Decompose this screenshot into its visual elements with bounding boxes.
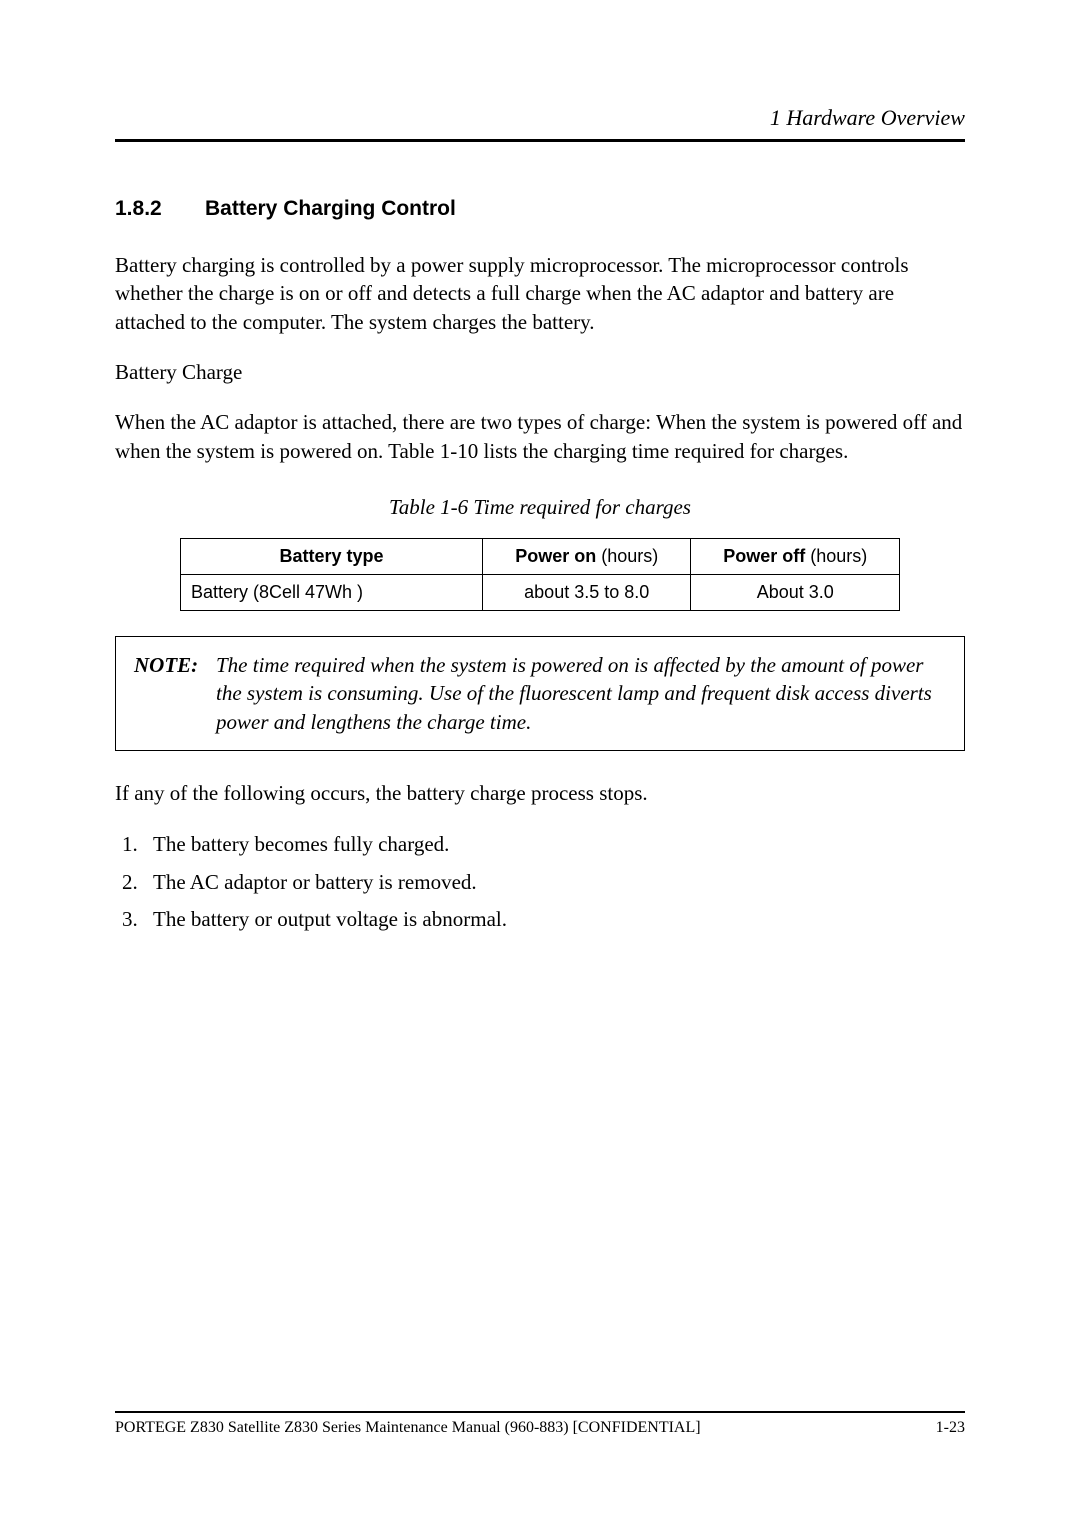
footer: PORTEGE Z830 Satellite Z830 Series Maint… (115, 1411, 965, 1437)
section-title: Battery Charging Control (205, 197, 456, 220)
stops-list: The battery becomes fully charged. The A… (115, 829, 965, 936)
running-head: 1 Hardware Overview (115, 105, 965, 131)
paragraph-charge-types: When the AC adaptor is attached, there a… (115, 408, 965, 465)
col-header-power-off-label: Power off (723, 546, 805, 566)
stops-intro: If any of the following occurs, the batt… (115, 779, 965, 807)
cell-battery-type: Battery (8Cell 47Wh ) (181, 575, 483, 611)
col-header-power-on-unit: (hours) (596, 546, 658, 566)
charge-table: Battery type Power on (hours) Power off … (180, 538, 900, 611)
table-row: Battery (8Cell 47Wh ) about 3.5 to 8.0 A… (181, 575, 900, 611)
section-number: 1.8.2 (115, 197, 205, 221)
col-header-power-off-unit: (hours) (805, 546, 867, 566)
note-label: NOTE: (134, 651, 198, 679)
col-header-power-on-label: Power on (515, 546, 596, 566)
footer-right: 1-23 (936, 1419, 965, 1437)
list-item: The battery or output voltage is abnorma… (143, 904, 965, 936)
col-header-power-off: Power off (hours) (691, 539, 900, 575)
cell-power-on: about 3.5 to 8.0 (482, 575, 691, 611)
list-item: The AC adaptor or battery is removed. (143, 867, 965, 899)
paragraph-intro: Battery charging is controlled by a powe… (115, 251, 965, 336)
section-heading: 1.8.2Battery Charging Control (115, 197, 965, 221)
footer-left: PORTEGE Z830 Satellite Z830 Series Maint… (115, 1419, 701, 1437)
cell-power-off: About 3.0 (691, 575, 900, 611)
footer-rule (115, 1411, 965, 1413)
table-caption: Table 1-6 Time required for charges (115, 495, 965, 520)
note-box: NOTE: The time required when the system … (115, 636, 965, 751)
col-header-type: Battery type (181, 539, 483, 575)
note-text: The time required when the system is pow… (216, 651, 946, 736)
header-rule (115, 139, 965, 142)
list-item: The battery becomes fully charged. (143, 829, 965, 861)
page: 1 Hardware Overview 1.8.2Battery Chargin… (0, 0, 1080, 1527)
col-header-power-on: Power on (hours) (482, 539, 691, 575)
table-header-row: Battery type Power on (hours) Power off … (181, 539, 900, 575)
battery-charge-label: Battery Charge (115, 358, 965, 386)
